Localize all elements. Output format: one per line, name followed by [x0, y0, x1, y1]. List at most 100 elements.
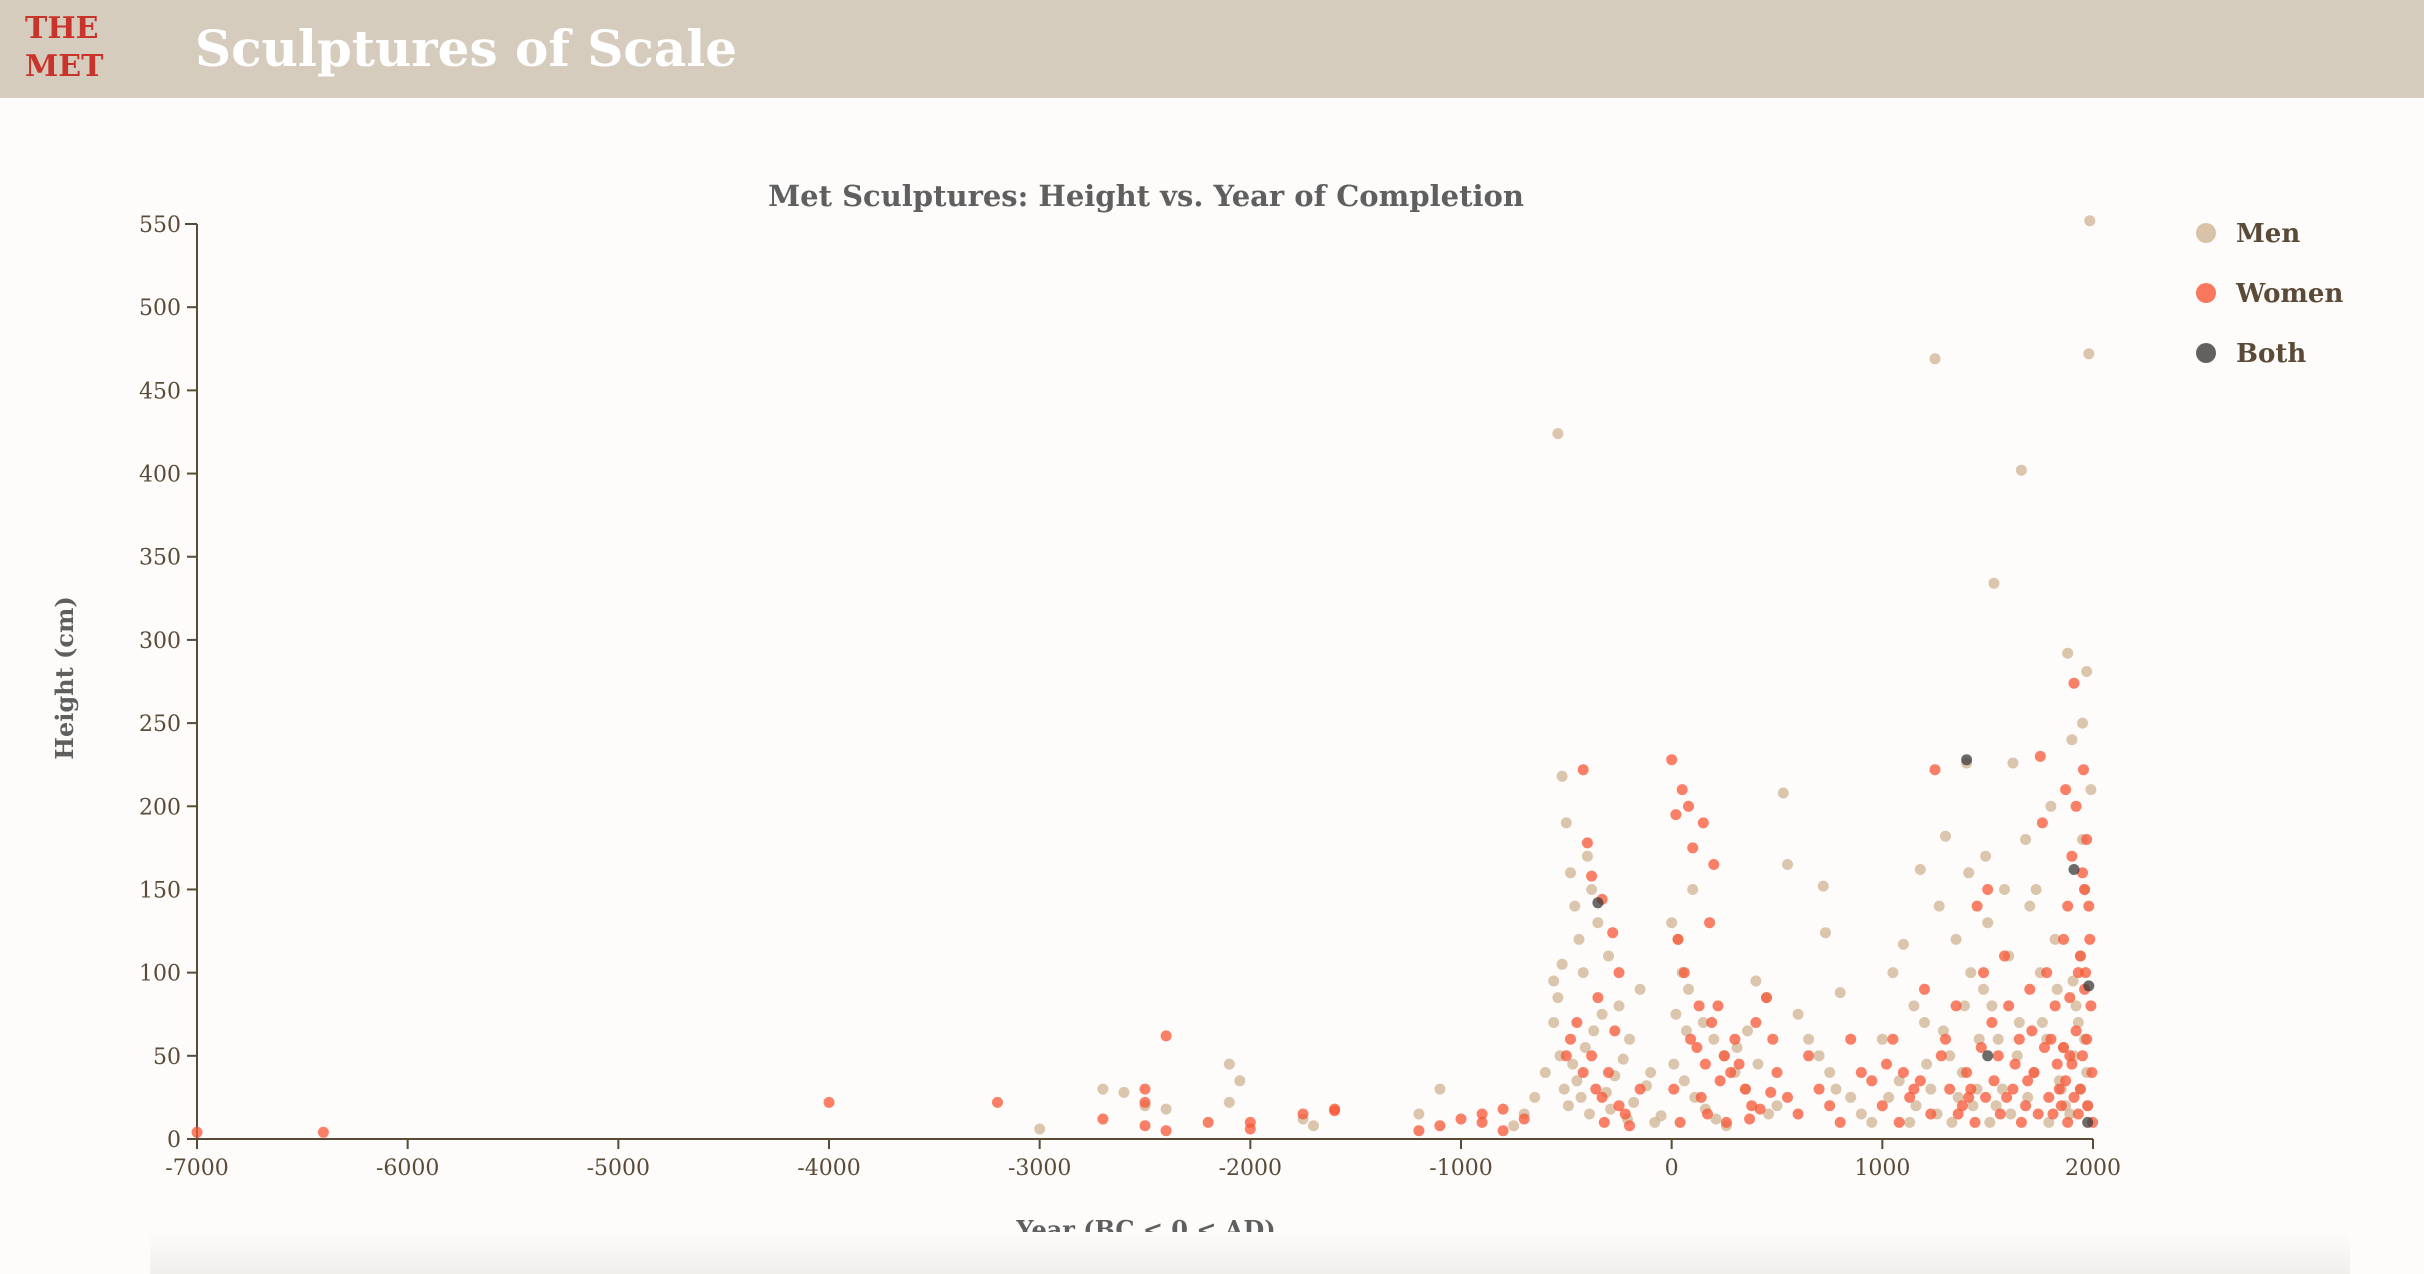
point-women [1771, 1067, 1783, 1078]
data-points [191, 215, 2099, 1138]
point-women [2081, 834, 2093, 845]
point-women [2085, 1000, 2097, 1012]
point-men [1617, 1053, 1629, 1065]
point-men [1910, 1100, 1922, 1112]
point-women [1914, 1075, 1926, 1087]
point-men [1571, 1075, 1583, 1087]
point-men [1588, 1025, 1600, 1037]
point-men [1413, 1108, 1425, 1120]
point-men [1548, 975, 1560, 987]
point-men [1603, 950, 1614, 962]
point-men [1777, 787, 1789, 799]
point-women [1670, 809, 1682, 821]
met-logo[interactable]: THE MET [25, 10, 103, 86]
point-men [1666, 917, 1678, 929]
point-men [1908, 1000, 1920, 1012]
point-women [1691, 1042, 1703, 1053]
x-tick-label: 1000 [1854, 1156, 1910, 1181]
bottom-shade [150, 1232, 2350, 1274]
point-women [1685, 1033, 1697, 1045]
logo-line-2: MET [25, 49, 104, 84]
point-women [1674, 1116, 1686, 1128]
point-women [1518, 1113, 1530, 1125]
y-tick-label: 50 [153, 1045, 181, 1070]
point-men [2030, 884, 2042, 895]
point-women [2045, 1033, 2057, 1045]
point-women [1845, 1033, 1857, 1045]
point-men [1887, 967, 1899, 979]
point-women [2070, 800, 2082, 812]
point-men [2062, 647, 2074, 659]
point-men [1556, 770, 1568, 782]
point-women [1697, 817, 1709, 829]
point-men [2020, 834, 2032, 845]
point-women [2084, 933, 2096, 945]
point-men [1986, 1000, 1998, 1012]
point-men [2049, 933, 2061, 945]
point-men [1750, 975, 1762, 987]
point-men [1223, 1058, 1235, 1070]
point-men [1834, 987, 1846, 999]
legend-label-both: Both [2236, 339, 2306, 369]
axes: -7000 -6000 -5000 -4000 -3000 -2000 -1000 0 1000… [139, 213, 2121, 1181]
point-women [2013, 1033, 2025, 1045]
point-men [1992, 1033, 2004, 1045]
point-men [1988, 577, 2000, 589]
point-women [1702, 1108, 1713, 1120]
point-men [1655, 1110, 1667, 1122]
point-women [2077, 1050, 2088, 1062]
point-men [1687, 884, 1699, 895]
point-men [1708, 1033, 1720, 1045]
point-men [2024, 900, 2036, 912]
point-women [1866, 1075, 1878, 1087]
point-men [1950, 933, 1962, 945]
point-women [1881, 1058, 1892, 1070]
point-women [1739, 1083, 1751, 1095]
y-tick-label: 0 [167, 1128, 181, 1153]
point-men [1929, 353, 1941, 365]
point-men [2085, 784, 2097, 796]
point-women [1603, 1067, 1614, 1078]
point-both [2068, 864, 2080, 875]
point-men [1946, 1116, 1958, 1128]
point-men [1558, 1083, 1570, 1095]
point-women [2022, 1075, 2034, 1087]
point-women [1704, 917, 1716, 929]
point-women [2074, 1083, 2086, 1095]
legend-swatch-both [2196, 343, 2216, 363]
point-men [1980, 850, 1992, 862]
point-men [1634, 983, 1646, 995]
point-women [1994, 1108, 2006, 1120]
point-men [1855, 1108, 1867, 1120]
point-men [1803, 1033, 1815, 1045]
point-women [1613, 1100, 1625, 1112]
point-men [1668, 1058, 1680, 1070]
x-tick-label: -4000 [797, 1156, 860, 1181]
point-men [1628, 1096, 1640, 1108]
point-women [1782, 1091, 1793, 1103]
point-women [1714, 1075, 1726, 1087]
point-women [2015, 1116, 2027, 1128]
point-men [2066, 734, 2078, 746]
point-men [1579, 1042, 1591, 1053]
point-women [2001, 1091, 2013, 1103]
point-women [1565, 1033, 1576, 1045]
point-men [2072, 1017, 2084, 1028]
point-men [1824, 1067, 1836, 1078]
point-women [2068, 1091, 2080, 1103]
point-men [1959, 1000, 1970, 1012]
point-men [2007, 757, 2019, 769]
point-men [1683, 983, 1694, 995]
point-women [1999, 950, 2010, 962]
point-men [1933, 900, 1945, 912]
point-women [1988, 1075, 2000, 1087]
chart-title: Met Sculptures: Height vs. Year of Compl… [768, 179, 1524, 213]
point-women [1699, 1058, 1711, 1070]
point-men [1978, 983, 1989, 995]
point-women [1940, 1033, 1951, 1045]
point-women [191, 1126, 203, 1138]
x-tick-label: -1000 [1429, 1156, 1492, 1181]
point-men [1963, 867, 1975, 879]
point-men [1434, 1083, 1446, 1095]
x-tick-label: -5000 [587, 1156, 650, 1181]
